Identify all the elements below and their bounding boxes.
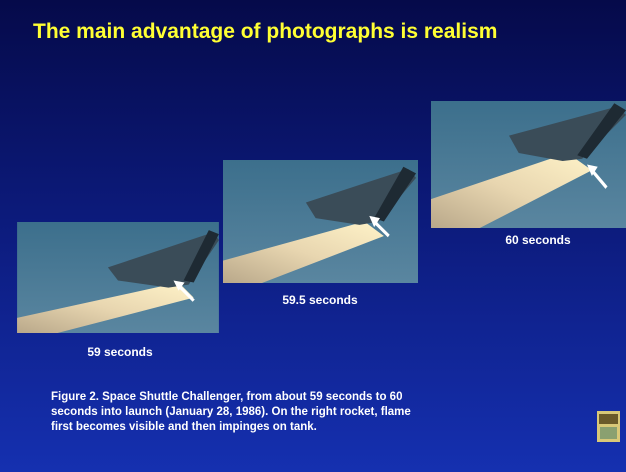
figure-caption: first becomes visible and then impinges … — [51, 421, 317, 433]
photo-caption: 59 seconds — [87, 345, 152, 359]
figure-caption: Figure 2. Space Shuttle Challenger, from… — [51, 391, 402, 403]
photo-caption: 60 seconds — [505, 233, 570, 247]
book-icon — [597, 411, 620, 442]
photo-caption: 59.5 seconds — [282, 293, 357, 307]
photo — [431, 101, 626, 228]
photo — [17, 222, 219, 333]
figure-caption: seconds into launch (January 28, 1986). … — [51, 406, 411, 418]
photo — [223, 160, 418, 283]
slide-title: The main advantage of photographs is rea… — [33, 20, 497, 44]
slide: The main advantage of photographs is rea… — [0, 0, 626, 472]
